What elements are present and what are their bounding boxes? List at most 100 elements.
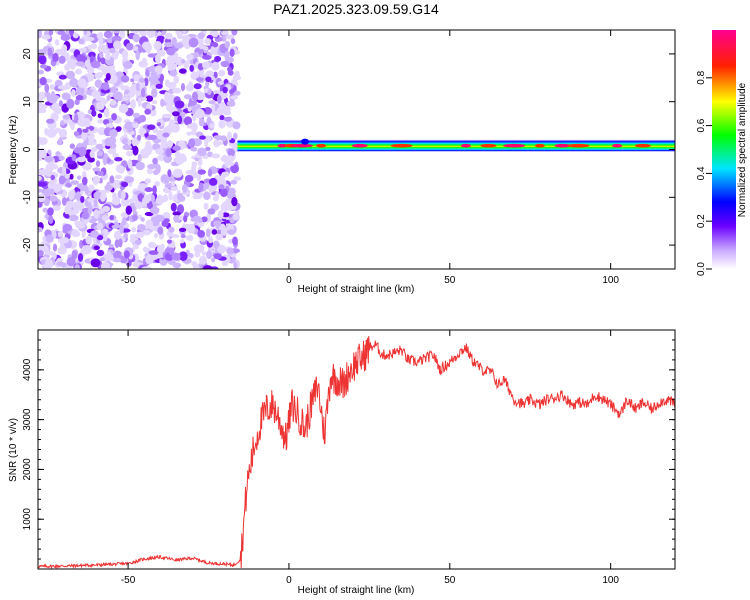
- noise-dot: [169, 69, 178, 77]
- noise-dot: [217, 210, 224, 220]
- noise-dot: [82, 128, 89, 133]
- noise-dot: [144, 108, 151, 115]
- noise-dot: [124, 176, 135, 183]
- colorbar-tick-label: 0.0: [696, 262, 707, 276]
- noise-dot: [80, 196, 85, 203]
- noise-dot: [97, 44, 108, 53]
- snr-series-line: [38, 335, 675, 569]
- noise-dot: [230, 179, 238, 185]
- noise-dot: [145, 69, 150, 77]
- noise-dot: [49, 84, 55, 90]
- noise-dot: [164, 91, 170, 101]
- noise-dot: [152, 185, 157, 195]
- noise-dot: [219, 115, 225, 121]
- noise-dot: [165, 32, 173, 40]
- noise-dot: [61, 44, 68, 53]
- noise-dot: [219, 188, 228, 197]
- noise-dot: [83, 30, 88, 36]
- noise-dot: [121, 197, 130, 207]
- signal-hotspot: [277, 143, 288, 148]
- noise-dot: [123, 232, 128, 239]
- noise-dot: [229, 95, 238, 100]
- noise-dot: [197, 169, 206, 175]
- noise-dot: [227, 131, 232, 141]
- noise-dot: [221, 30, 229, 36]
- noise-dot: [120, 75, 130, 83]
- noise-dot: [176, 56, 183, 62]
- noise-dot: [191, 91, 199, 102]
- noise-dot: [57, 85, 66, 90]
- noise-dot: [156, 154, 166, 161]
- noise-dot: [202, 184, 207, 191]
- noise-dot: [113, 30, 120, 34]
- noise-dot: [153, 41, 162, 51]
- noise-dot: [47, 207, 54, 216]
- noise-dot: [38, 137, 48, 146]
- noise-dot: [208, 100, 216, 105]
- noise-dot: [180, 83, 186, 92]
- signal-hotspot: [390, 143, 413, 148]
- noise-dot: [212, 61, 219, 70]
- noise-dot: [117, 96, 123, 102]
- noise-dot: [202, 46, 209, 51]
- noise-dot: [233, 70, 240, 79]
- noise-dot: [216, 244, 226, 254]
- x-tick-label: 0: [286, 275, 292, 286]
- noise-dot: [207, 168, 213, 177]
- noise-dot: [156, 35, 165, 41]
- noise-dot: [72, 32, 79, 39]
- colorbar-label: Normalized spectral amplitude: [737, 82, 748, 217]
- noise-dot: [74, 264, 80, 269]
- noise-dot: [216, 229, 223, 235]
- noise-dot: [144, 178, 151, 184]
- noise-dot: [201, 216, 208, 223]
- noise-dot: [132, 33, 140, 43]
- noise-dot: [232, 213, 239, 221]
- noise-dot: [75, 68, 82, 75]
- noise-dot: [65, 70, 76, 80]
- noise-dot: [44, 83, 50, 93]
- noise-dot: [181, 58, 186, 64]
- noise-dot: [229, 48, 235, 57]
- noise-dot: [62, 114, 71, 120]
- noise-dot: [112, 152, 119, 159]
- noise-dot: [125, 205, 132, 215]
- noise-dot: [191, 161, 198, 167]
- noise-dot: [202, 55, 212, 60]
- noise-dot: [155, 164, 161, 174]
- noise-dot: [157, 226, 164, 235]
- noise-dot: [230, 164, 240, 174]
- noise-dot: [57, 246, 67, 255]
- noise-dot: [62, 223, 73, 232]
- noise-dot: [89, 150, 96, 158]
- noise-dot: [141, 266, 152, 269]
- noise-dot: [161, 30, 167, 36]
- noise-dot: [193, 263, 198, 269]
- noise-dot: [170, 202, 177, 212]
- noise-dot: [192, 170, 198, 179]
- noise-dot: [113, 40, 122, 50]
- noise-dot: [38, 150, 44, 160]
- noise-dot: [61, 92, 71, 101]
- noise-dot: [91, 110, 97, 117]
- figure-title: PAZ1.2025.323.09.59.G14: [273, 1, 439, 17]
- noise-dot: [70, 122, 75, 130]
- noise-dot: [209, 177, 218, 186]
- noise-dot: [130, 30, 141, 34]
- noise-dot: [207, 89, 212, 95]
- y-tick-label: 2000: [22, 458, 33, 481]
- noise-dot: [112, 35, 122, 43]
- noise-dot: [227, 229, 236, 235]
- noise-dot: [113, 231, 122, 240]
- x-tick-label: 50: [444, 275, 456, 286]
- noise-dot: [93, 245, 100, 250]
- noise-dot: [95, 160, 101, 168]
- noise-dot: [40, 64, 47, 69]
- noise-scatter: [38, 30, 241, 269]
- noise-dot: [74, 99, 80, 106]
- signal-hotspot: [480, 143, 497, 148]
- noise-dot: [57, 30, 66, 36]
- noise-dot: [91, 90, 101, 98]
- noise-dot: [84, 36, 95, 42]
- noise-dot: [101, 228, 109, 235]
